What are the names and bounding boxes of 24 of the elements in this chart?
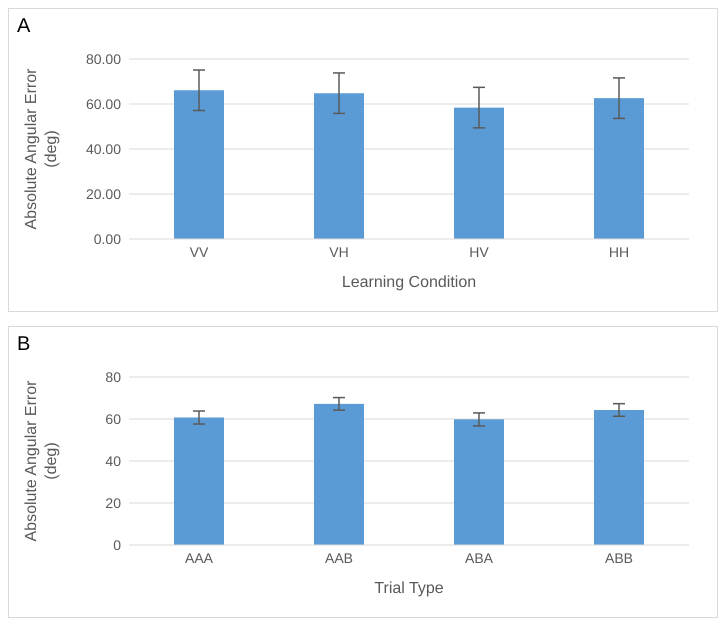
x-tick-label: ABB — [604, 550, 634, 566]
x-tick-label: HH — [608, 244, 630, 260]
y-tick-label: 20.00 — [86, 186, 122, 202]
x-tick-label: VH — [329, 244, 349, 260]
x-axis-title: Trial Type — [374, 580, 444, 597]
x-tick-label: AAB — [324, 550, 354, 566]
x-tick-label: AAA — [184, 550, 214, 566]
y-tick-label: 80 — [105, 368, 122, 385]
y-tick-label: 0.00 — [94, 230, 122, 247]
y-axis-title: Absolute Angular Error (deg) — [23, 380, 60, 542]
y-tick-label: 60 — [105, 410, 122, 427]
x-tick-label: ABA — [464, 550, 494, 566]
y-tick-label: 40 — [105, 452, 122, 469]
y-tick-label: 20 — [105, 494, 122, 511]
y-tick-label: 80.00 — [86, 50, 122, 67]
x-axis-title: Learning Condition — [342, 274, 476, 291]
x-tick-label: VV — [190, 244, 209, 260]
y-tick-label: 60.00 — [86, 96, 122, 112]
chart-title: B — [17, 333, 30, 356]
x-tick-label: HV — [469, 244, 490, 260]
y-tick-label: 40.00 — [86, 140, 122, 157]
chart-title: A — [17, 15, 30, 38]
y-tick-label: 0 — [113, 536, 122, 553]
y-axis-title: Absolute Angular Error (deg) — [23, 68, 60, 230]
